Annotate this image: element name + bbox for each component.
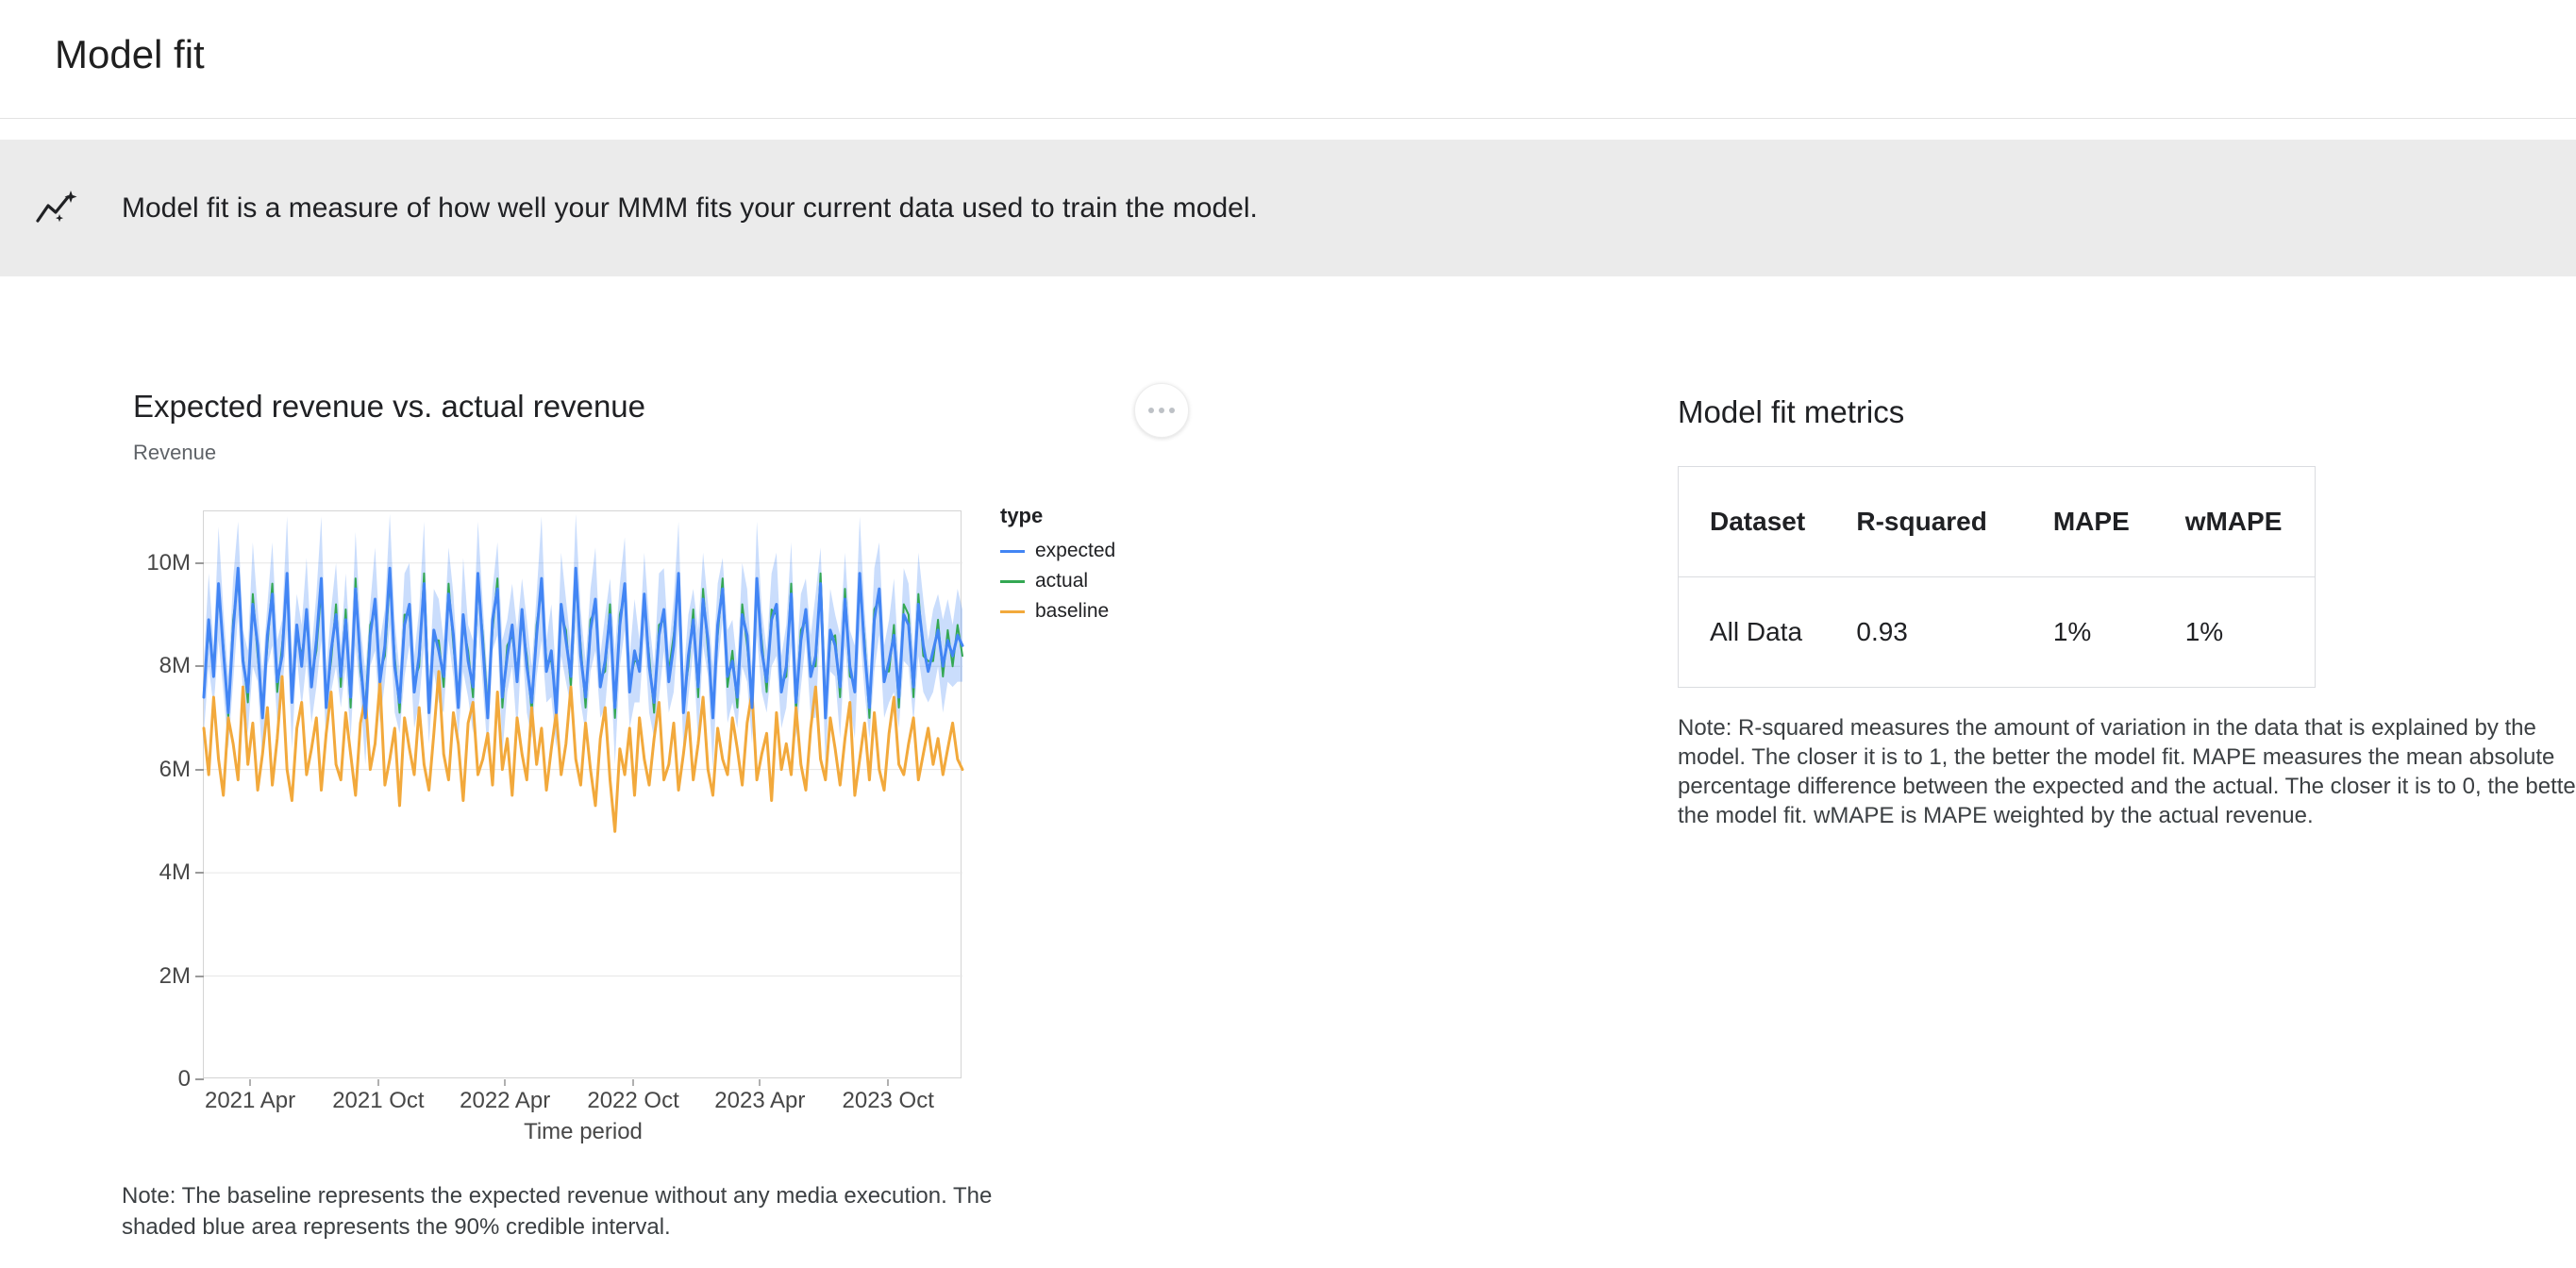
chart-note: Note: The baseline represents the expect… xyxy=(122,1183,993,1240)
credible-interval-band xyxy=(204,513,962,770)
metrics-table-cell: 1% xyxy=(2184,617,2224,646)
chart-legend-items: expected actual baseline xyxy=(1000,540,1246,623)
y-tick-label: 6M xyxy=(159,756,191,782)
y-tick-mark xyxy=(195,872,204,875)
metrics-header-wmape: wMAPE xyxy=(2153,466,2316,577)
legend-swatch xyxy=(1000,579,1025,583)
y-tick-mark xyxy=(195,1078,204,1080)
metrics-table-cell: 0.93 xyxy=(1856,617,1908,646)
x-tick-label: 2022 Apr xyxy=(460,1088,551,1113)
legend-swatch xyxy=(1000,609,1025,613)
x-axis-title: Time period xyxy=(524,1119,643,1144)
x-tick-label: 2021 Apr xyxy=(204,1088,296,1113)
y-tick-mark xyxy=(195,561,204,564)
info-banner: Model fit is a measure of how well your … xyxy=(0,140,2576,276)
legend-label: expected xyxy=(1035,540,1116,561)
chart-title: Expected revenue vs. actual revenue xyxy=(133,389,646,424)
main-content: Expected revenue vs. actual revenue Reve… xyxy=(0,276,2576,1267)
y-tick-label: 2M xyxy=(159,962,191,989)
x-tick-label: 2022 Oct xyxy=(587,1088,679,1113)
x-tick-mark xyxy=(376,1079,379,1086)
metrics-table-body: All Data 0.93 1% 1% xyxy=(1679,577,2316,688)
x-tick-mark xyxy=(504,1079,507,1086)
app-header: Model fit xyxy=(0,0,2576,119)
metrics-header-mape: MAPE xyxy=(2021,466,2154,577)
x-tick-mark xyxy=(249,1079,252,1086)
x-tick-label: 2023 Oct xyxy=(842,1088,934,1113)
metrics-table-header-row: Dataset R-squared MAPE wMAPE xyxy=(1678,466,2316,577)
y-tick-mark xyxy=(195,768,204,771)
legend-label: baseline xyxy=(1035,600,1110,622)
y-tick-label: 0 xyxy=(177,1066,191,1092)
banner-text: Model fit is a measure of how well your … xyxy=(122,192,1258,224)
legend-item-baseline: baseline xyxy=(1000,600,1246,623)
more-options-dots-icon xyxy=(1148,408,1154,413)
metrics-header-rsquared: R-squared xyxy=(1825,466,2022,577)
y-tick-label: 8M xyxy=(159,653,191,679)
y-tick-mark xyxy=(195,665,204,668)
legend-label: actual xyxy=(1035,570,1089,592)
expected-line xyxy=(202,566,964,720)
y-axis-title: Revenue xyxy=(133,441,217,464)
chart-card: Expected revenue vs. actual revenue Reve… xyxy=(122,388,1313,1243)
more-options-button[interactable] xyxy=(1134,383,1189,438)
metrics-table-row: All Data 0.93 1% 1% xyxy=(1679,577,2316,688)
metrics-table: Dataset R-squared MAPE wMAPE All Data 0.93 1%… xyxy=(1678,466,2316,688)
x-tick-mark xyxy=(887,1079,890,1086)
legend-item-expected: expected xyxy=(1000,540,1246,562)
metrics-table-cell: All Data xyxy=(1710,617,1803,646)
metrics-note: Note: R-squared measures the amount of v… xyxy=(1678,715,2576,828)
metrics-header-dataset: Dataset xyxy=(1678,466,1826,577)
page-title: Model fit xyxy=(55,32,205,76)
y-tick-mark xyxy=(195,975,204,977)
y-tick-label: 10M xyxy=(146,549,191,576)
legend-swatch xyxy=(1000,549,1025,553)
metrics-table-cell: 1% xyxy=(2052,617,2092,646)
baseline-line xyxy=(202,670,964,833)
x-tick-label: 2023 Apr xyxy=(714,1088,806,1113)
x-tick-mark xyxy=(759,1079,761,1086)
x-tick-label: 2021 Oct xyxy=(332,1088,425,1113)
revenue-chart[interactable]: Time period type expected actual baseline … xyxy=(146,504,1115,1144)
revenue-chart-svg[interactable] xyxy=(202,511,964,1079)
insights-sparkline-icon xyxy=(35,190,78,227)
metrics-section: Model fit metrics Dataset R-squared MAPE wM… xyxy=(1678,393,2576,830)
y-tick-label: 4M xyxy=(159,859,191,886)
legend-item-actual: actual xyxy=(1000,570,1246,592)
chart-legend: type expected actual baseline xyxy=(1000,504,1246,630)
metrics-title: Model fit metrics xyxy=(1678,394,1905,429)
legend-title: type xyxy=(1000,504,1044,527)
x-tick-mark xyxy=(632,1079,635,1086)
